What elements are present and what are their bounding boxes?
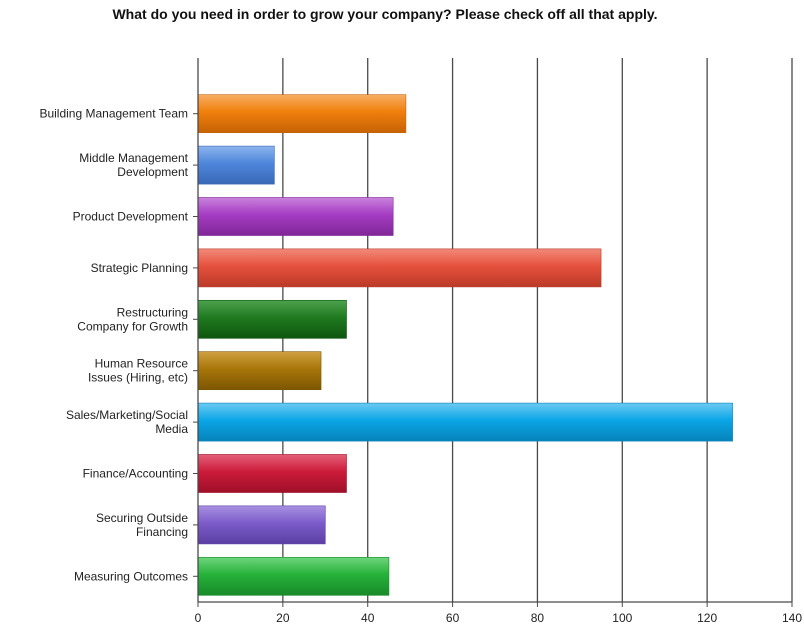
category-label: Strategic Planning: [91, 261, 188, 275]
category-label: Finance/Accounting: [83, 467, 188, 481]
bar: [197, 505, 326, 545]
bar: [197, 556, 390, 596]
category-label: Financing: [136, 525, 188, 539]
category-label: Securing Outside: [96, 511, 188, 525]
category-label: Measuring Outcomes: [74, 569, 188, 583]
category-label: Restructuring: [117, 305, 188, 319]
category-label: Development: [117, 165, 188, 179]
category-label: Product Development: [73, 210, 189, 224]
bar: [197, 299, 347, 339]
axis-layer: 0 20 40 60 80 100 120 140: [193, 58, 802, 625]
category-label: Company for Growth: [77, 319, 188, 333]
x-tick-label: 40: [361, 611, 375, 625]
chart-title: What do you need in order to grow your c…: [112, 6, 658, 22]
grid-layer: [282, 58, 793, 602]
x-tick-label: 80: [531, 611, 545, 625]
bar: [197, 248, 602, 288]
x-tick-label: 0: [195, 611, 202, 625]
x-tick-label: 20: [276, 611, 290, 625]
category-label: Middle Management: [79, 151, 188, 165]
category-label: Human Resource: [95, 357, 189, 371]
bar-layer: [197, 94, 733, 596]
category-label-layer: Building Management Team Middle Managemen…: [39, 107, 188, 584]
bar: [197, 197, 394, 236]
x-tick-label: 140: [782, 611, 802, 625]
category-label: Media: [155, 422, 188, 436]
x-tick-label: 120: [697, 611, 717, 625]
bar: [197, 145, 275, 185]
bar: [197, 402, 733, 442]
category-label: Building Management Team: [39, 107, 188, 121]
category-label: Sales/Marketing/Social: [66, 408, 188, 422]
x-tick-label: 100: [612, 611, 632, 625]
bar: [197, 454, 347, 493]
bar: [197, 351, 322, 391]
bar: [197, 94, 407, 134]
category-label: Issues (Hiring, etc): [88, 371, 188, 385]
x-tick-label: 60: [446, 611, 460, 625]
